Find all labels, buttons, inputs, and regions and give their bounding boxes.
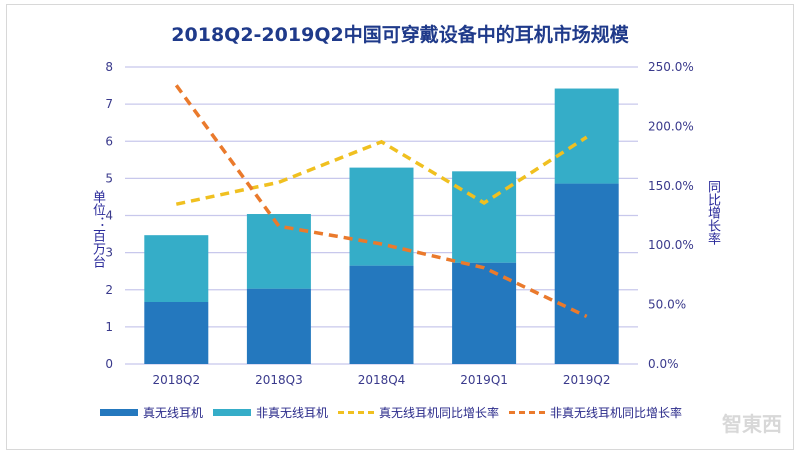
legend-label: 非真无线耳机同比增长率 xyxy=(550,406,683,420)
bar xyxy=(452,171,517,263)
bar xyxy=(144,302,209,364)
x-tick-label: 2019Q1 xyxy=(460,373,508,387)
bar xyxy=(554,183,619,364)
legend-label: 非真无线耳机 xyxy=(256,406,329,420)
x-tick-label: 2018Q2 xyxy=(152,373,200,387)
legend-swatch xyxy=(100,409,138,416)
legend-swatch xyxy=(338,411,375,414)
y-tick-label: 4 xyxy=(105,209,113,223)
y-tick-label: 6 xyxy=(105,134,113,148)
y2-tick-label: 100.0% xyxy=(648,238,694,252)
y-tick-label: 1 xyxy=(105,320,113,334)
bar xyxy=(554,88,619,184)
y-axis-label: 单位：百万台 xyxy=(90,190,105,268)
legend-swatch xyxy=(213,409,252,416)
x-tick-label: 2018Q4 xyxy=(358,373,406,387)
y-tick-label: 0 xyxy=(105,357,113,371)
watermark-logo: 智東西 xyxy=(722,412,782,436)
y-tick-label: 8 xyxy=(105,60,113,74)
bar xyxy=(144,235,209,303)
legend-label: 真无线耳机同比增长率 xyxy=(379,406,500,420)
legend-swatch xyxy=(509,411,546,414)
y2-tick-label: 250.0% xyxy=(648,60,694,74)
y-tick-label: 2 xyxy=(105,283,113,297)
y-tick-label: 3 xyxy=(105,246,113,260)
bar xyxy=(246,214,311,289)
chart-title: 2018Q2-2019Q2中国可穿戴设备中的耳机市场规模 xyxy=(171,24,629,46)
bar xyxy=(246,288,311,364)
x-tick-label: 2018Q3 xyxy=(255,373,303,387)
y2-axis-label: 同比增长率 xyxy=(705,180,720,245)
y2-tick-label: 200.0% xyxy=(648,119,694,133)
y2-tick-label: 0.0% xyxy=(648,357,679,371)
legend-item: 真无线耳机 xyxy=(100,404,203,421)
chart-frame xyxy=(6,4,794,450)
legend-label: 真无线耳机 xyxy=(143,406,204,420)
x-tick-label: 2019Q2 xyxy=(563,373,611,387)
legend: 真无线耳机 非真无线耳机 真无线耳机同比增长率 非真无线耳机同比增长率 xyxy=(100,404,682,421)
legend-item: 非真无线耳机同比增长率 xyxy=(509,404,682,421)
bar xyxy=(349,265,414,364)
y-tick-label: 7 xyxy=(105,97,113,111)
y2-tick-label: 150.0% xyxy=(648,179,694,193)
legend-item: 非真无线耳机 xyxy=(213,404,328,421)
y2-tick-label: 50.0% xyxy=(648,298,686,312)
y-tick-label: 5 xyxy=(105,171,113,185)
legend-item: 真无线耳机同比增长率 xyxy=(338,404,499,421)
